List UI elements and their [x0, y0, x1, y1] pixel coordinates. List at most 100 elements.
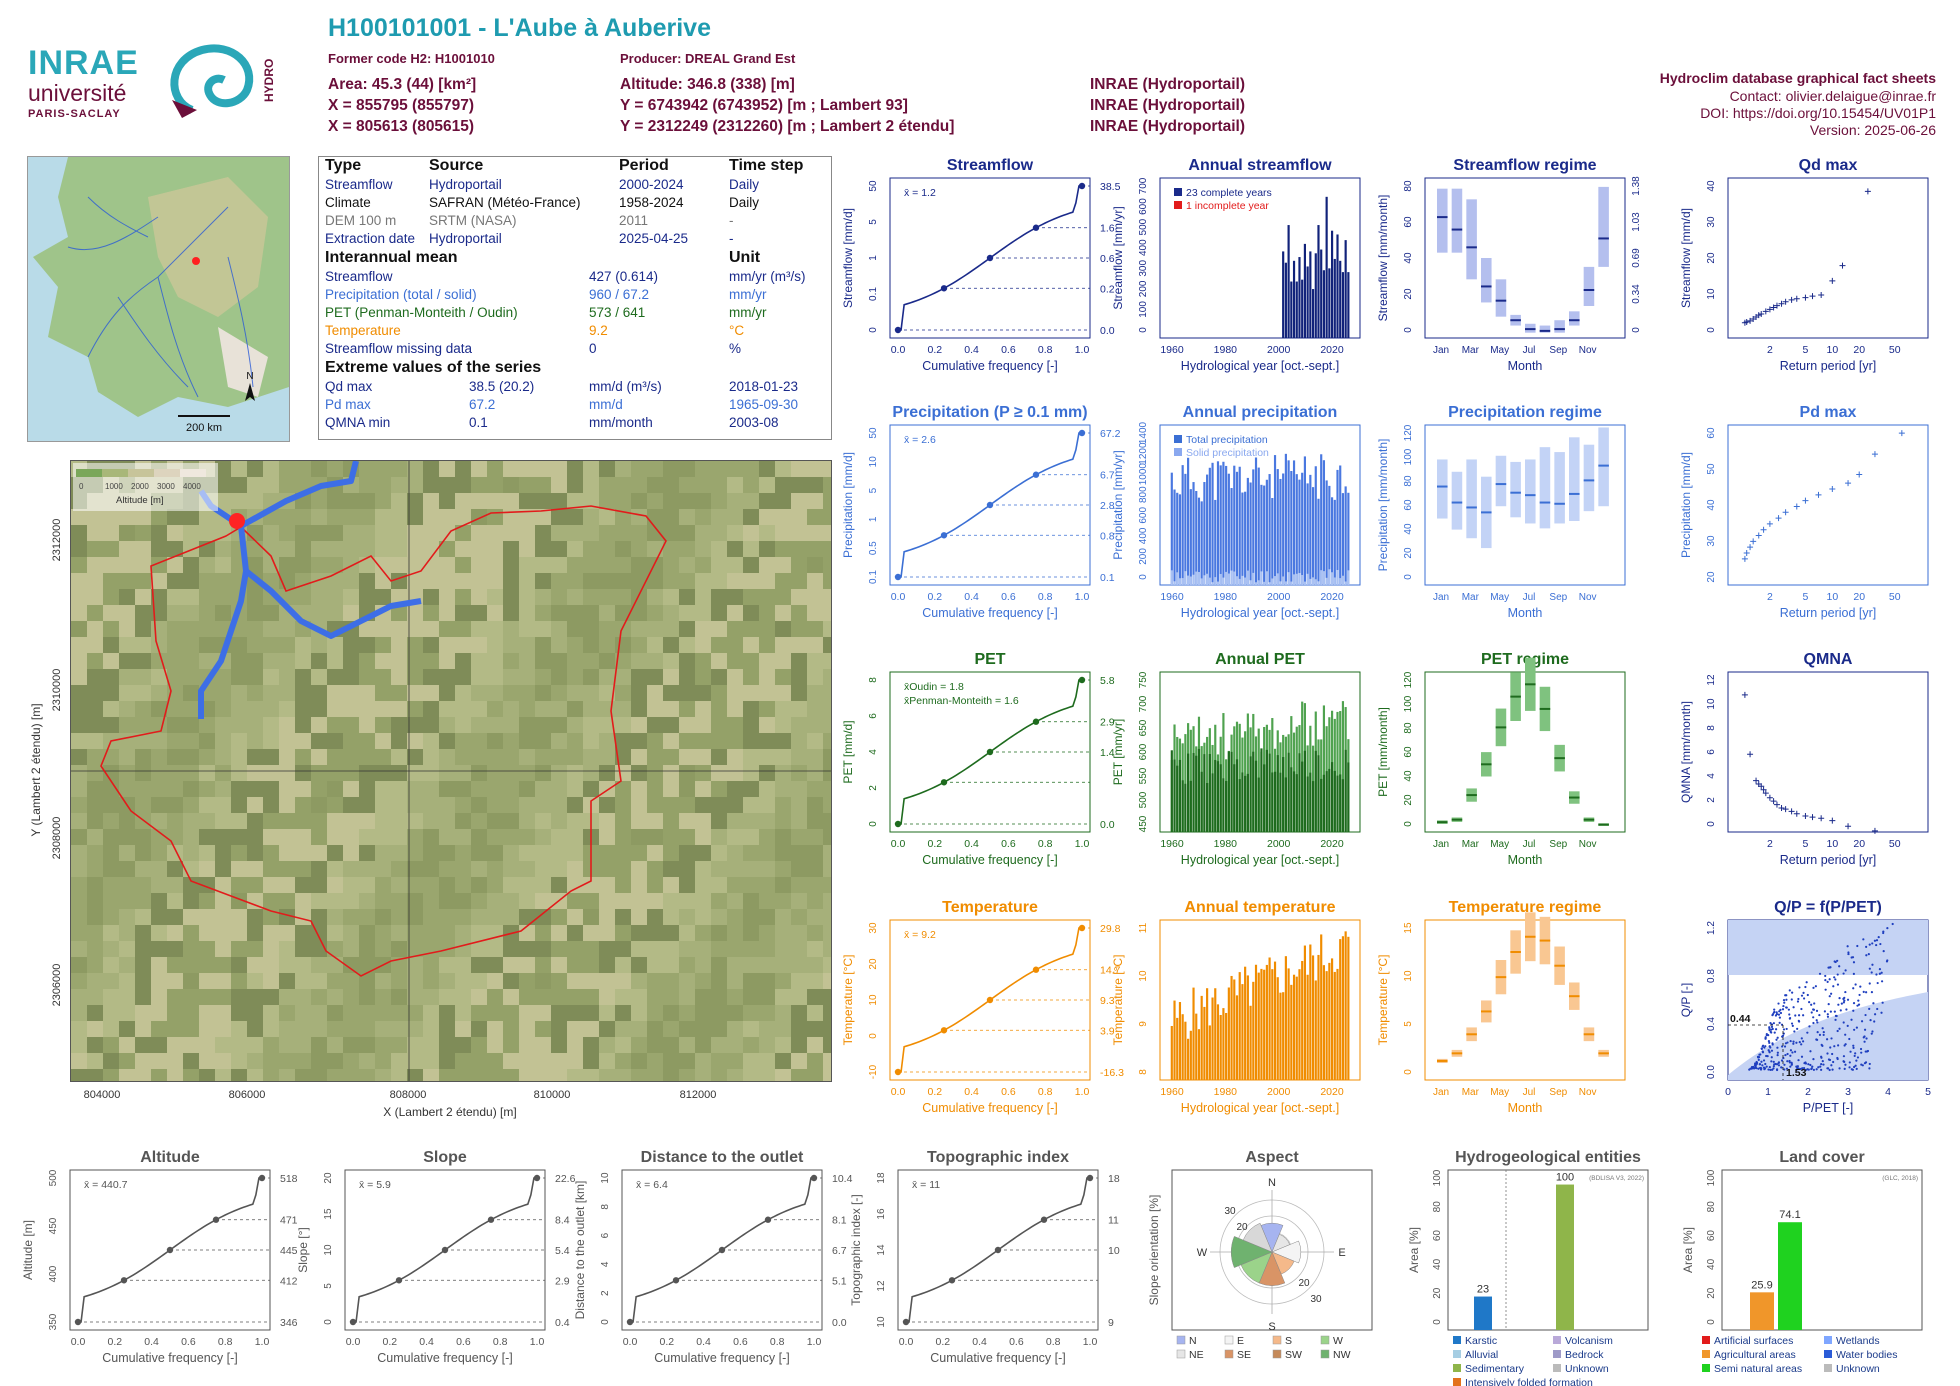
france-map: 200 km N — [27, 156, 290, 442]
temp-xtick-0: 0.0 — [891, 1086, 906, 1098]
qp-point-195 — [1868, 967, 1871, 970]
mean-row-2-0: PET (Penman-Monteith / Oudin) — [325, 305, 518, 320]
pd-max-xtick-0: 2 — [1767, 591, 1773, 603]
annual-precip-bar-1985 — [1241, 492, 1244, 585]
annual-precip-bar-2017 — [1328, 485, 1331, 585]
qp-point-274 — [1784, 1042, 1788, 1045]
precip-regime-box-1 — [1451, 471, 1463, 530]
annual-precip-bar2-1993 — [1263, 581, 1266, 585]
aspect-legend-swatch-3 — [1320, 1335, 1330, 1345]
db-title: Hydroclim database graphical fact sheets — [1659, 70, 1936, 86]
doi-link[interactable]: DOI: https://doi.org/10.15454/UV01P1 — [1700, 105, 1936, 121]
annual-pet-bar2-1988 — [1249, 756, 1252, 832]
qp-point-190 — [1842, 1021, 1845, 1024]
qp-point-111 — [1818, 972, 1822, 975]
annual-streamflow-bar-0 — [1282, 251, 1285, 338]
qp-point-417 — [1776, 1051, 1779, 1054]
annual-pet-bar2-2020 — [1336, 775, 1339, 832]
info-row-0-0: Streamflow — [325, 177, 393, 192]
annual-pet-bar-2022 — [1341, 701, 1345, 832]
altitude-ytick-1: 450 — [48, 1217, 59, 1234]
qp-point-189 — [1761, 1045, 1764, 1048]
qp-point-208 — [1852, 972, 1855, 975]
qp-point-209 — [1843, 996, 1846, 1000]
annual-pet-bar2-1982 — [1233, 764, 1236, 832]
qp-point-176 — [1823, 1010, 1826, 1013]
slope-xtick-2: 0.4 — [419, 1336, 434, 1348]
annual-temp-bar-1973 — [1208, 1025, 1211, 1080]
qp-point-206 — [1800, 1007, 1803, 1011]
qd-max-point-10 — [1773, 302, 1780, 309]
annual-pet-bar2-1999 — [1279, 772, 1282, 832]
qp-point-76 — [1802, 1066, 1806, 1070]
annual-precip-bar-2013 — [1317, 498, 1320, 585]
qp-point-281 — [1795, 1068, 1798, 1072]
annual-streamflow-bar-24 — [1347, 272, 1350, 338]
qp-point-136 — [1837, 1003, 1840, 1006]
distance-right-4: 0.0 — [832, 1317, 847, 1329]
hydrogeo-ytick-3: 40 — [1432, 1258, 1443, 1270]
qp-point-347 — [1771, 1043, 1774, 1046]
annual-precip-bar-2015 — [1322, 460, 1326, 585]
annual-pet-bar2-2005 — [1295, 774, 1298, 832]
qp-point-1 — [1865, 1037, 1868, 1040]
qp-point-414 — [1816, 1038, 1819, 1041]
qmna-ytick-3: 6 — [1706, 749, 1717, 755]
altitude-xtick-5: 1.0 — [255, 1336, 270, 1348]
qp-point-338 — [1767, 1040, 1771, 1043]
legend-tick-3: 3000 — [157, 482, 175, 491]
annual-precip-bar2-1961 — [1176, 572, 1179, 585]
qd-max-ytick-2: 20 — [1706, 252, 1717, 264]
landcover-ytick-5: 0 — [1706, 1319, 1717, 1325]
qp-xtick-2: 2 — [1805, 1086, 1811, 1098]
qmna-ytick-5: 2 — [1706, 797, 1717, 803]
streamflow-regime-xtick-5: Nov — [1579, 345, 1597, 356]
streamflow-xtick-2: 0.4 — [964, 344, 979, 356]
qmna-point-0 — [1741, 691, 1748, 698]
annual-streamflow-bar-21 — [1339, 260, 1342, 338]
qp-point-343 — [1844, 1043, 1847, 1046]
annual-precip-bar2-2000 — [1282, 576, 1285, 585]
temp-ytick-1: 20 — [868, 958, 879, 970]
landcover-ytick-3: 40 — [1706, 1258, 1717, 1270]
distance-title: Distance to the outlet — [641, 1149, 804, 1166]
annual-pet-xlabel: Hydrological year [oct.-sept.] — [1181, 853, 1339, 867]
qp-point-299 — [1822, 1031, 1825, 1034]
streamflow-title: Streamflow — [947, 157, 1034, 174]
annual-precip-bar2-1995 — [1268, 582, 1271, 585]
aspect-legend-swatch-2 — [1272, 1335, 1282, 1345]
hydrogeo-legend-swatch-2 — [1453, 1350, 1461, 1358]
qp-point-254 — [1765, 1065, 1768, 1068]
annual-precip-bar2-1997 — [1273, 576, 1277, 585]
annual-temp-bar-1965 — [1187, 1038, 1190, 1080]
streamflow-frame — [889, 177, 1091, 339]
qp-point-56 — [1797, 1059, 1800, 1062]
qp-point-178 — [1790, 1063, 1793, 1066]
qp-point-191 — [1873, 1013, 1877, 1016]
qp-point-248 — [1859, 985, 1862, 988]
annual-streamflow-legend-1: 1 incomplete year — [1186, 200, 1269, 212]
pd-max-point-1 — [1743, 550, 1750, 556]
qp-point-171 — [1783, 1001, 1786, 1004]
hydrogeo-legend-1: Volcanism — [1565, 1335, 1613, 1347]
qp-point-280 — [1812, 1016, 1815, 1019]
streamflow-xtick-5: 1.0 — [1075, 344, 1090, 356]
annual-temp-bar-1991 — [1257, 972, 1260, 1080]
qp-point-289 — [1788, 989, 1791, 992]
precip-regime-ytick-1: 100 — [1403, 448, 1414, 465]
hydrogeo-ytick-2: 60 — [1432, 1230, 1443, 1242]
pet-regime-ytick-6: 0 — [1403, 821, 1414, 827]
qp-point-278 — [1805, 981, 1808, 984]
annual-precip-bar-1971 — [1203, 482, 1206, 585]
streamflow-xlabel: Cumulative frequency [-] — [922, 359, 1057, 373]
info-row-2-3: - — [729, 213, 734, 228]
qp-lower-zone — [1728, 992, 1928, 1080]
qp-point-124 — [1839, 1009, 1842, 1012]
topo-title: Topographic index — [927, 1149, 1069, 1166]
qd-max-point-12 — [1782, 298, 1789, 305]
temp-mean-0: x̄ = 9.2 — [904, 929, 936, 941]
qp-point-149 — [1802, 991, 1805, 994]
annual-pet-bar2-2006 — [1298, 753, 1301, 832]
annual-precip-bar2-2001 — [1284, 581, 1287, 585]
qp-point-87 — [1829, 1010, 1832, 1013]
